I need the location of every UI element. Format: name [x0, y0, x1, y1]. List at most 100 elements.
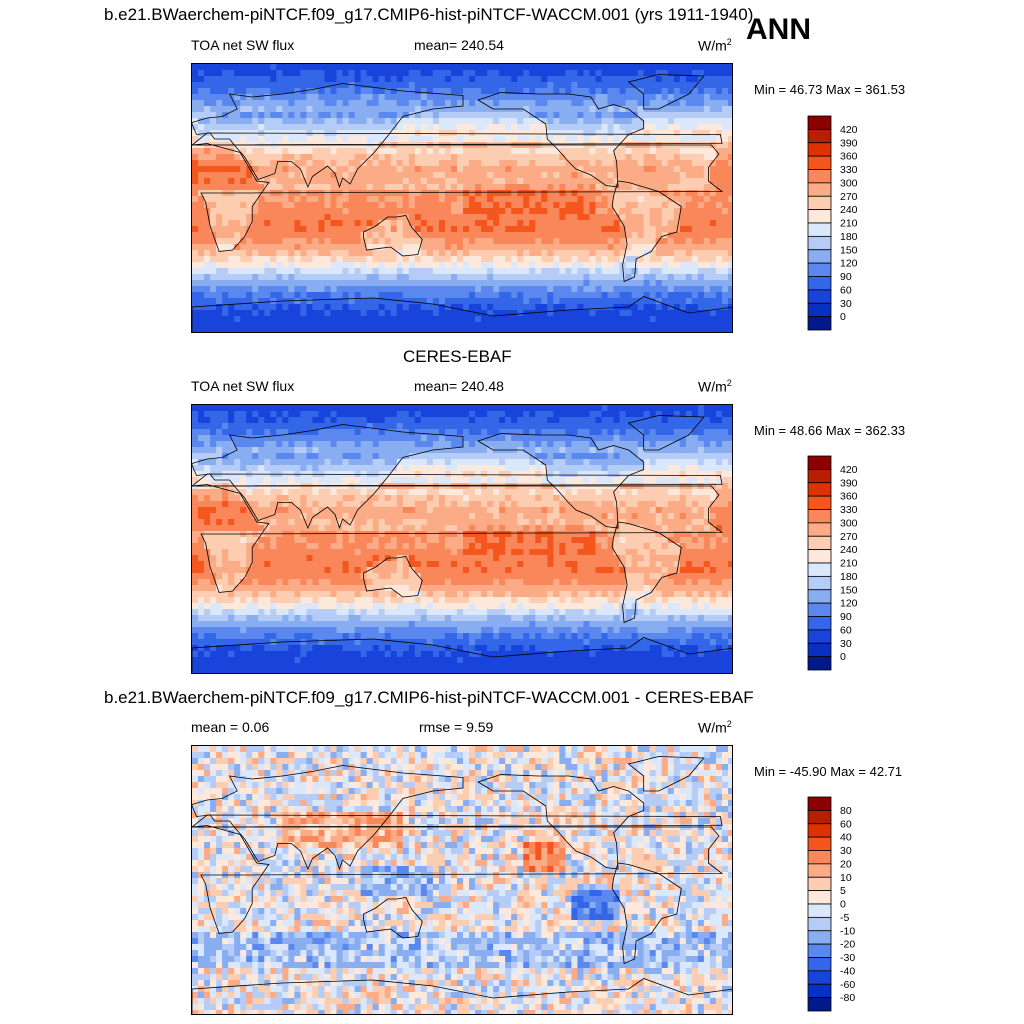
- map-grid-cell: [517, 136, 524, 143]
- map-grid-cell: [499, 226, 506, 233]
- map-grid-cell: [252, 124, 259, 131]
- colorbar-swatch: [807, 302, 832, 318]
- map-grid-cell: [559, 178, 566, 185]
- map-grid-cell: [613, 136, 620, 143]
- map-grid-cell: [444, 280, 452, 287]
- map-grid-cell: [607, 226, 614, 233]
- map-grid-cell: [438, 130, 446, 137]
- map-grid-cell: [252, 226, 259, 233]
- map-grid-cell: [475, 423, 482, 430]
- map-grid-cell: [685, 459, 693, 466]
- map-grid-cell: [312, 417, 319, 424]
- map-grid-cell: [270, 447, 277, 454]
- map-grid-cell: [493, 160, 500, 167]
- map-grid-cell: [360, 274, 368, 281]
- map-grid-cell: [264, 148, 271, 155]
- map-grid-cell: [330, 64, 337, 71]
- map-grid-cell: [571, 160, 578, 167]
- map-grid-cell: [372, 238, 380, 245]
- map-grid-cell: [288, 106, 295, 113]
- map-grid-cell: [276, 256, 283, 263]
- map-grid-cell: [727, 118, 732, 125]
- map-grid-cell: [210, 322, 217, 329]
- map-grid-cell: [354, 292, 362, 299]
- map-grid-cell: [366, 190, 374, 197]
- map-grid-cell: [541, 316, 548, 323]
- map-grid-cell: [535, 118, 542, 125]
- map-grid-cell: [667, 130, 675, 137]
- map-grid-cell: [264, 196, 271, 203]
- map-grid-cell: [204, 441, 211, 448]
- map-grid-cell: [210, 220, 217, 227]
- map-grid-cell: [426, 298, 434, 305]
- map-grid-cell: [228, 459, 235, 466]
- map-grid-cell: [318, 154, 325, 161]
- map-grid-cell: [619, 459, 626, 466]
- map-grid-cell: [312, 268, 319, 275]
- map-grid-cell: [384, 316, 392, 323]
- map-grid-cell: [246, 112, 253, 119]
- map-grid-cell: [625, 166, 633, 173]
- map-grid-cell: [270, 106, 277, 113]
- map-grid-cell: [571, 435, 578, 442]
- map-grid-cell: [312, 310, 319, 317]
- map-grid-cell: [721, 292, 729, 299]
- map-grid-cell: [414, 435, 422, 442]
- map-grid-cell: [511, 190, 518, 197]
- map-grid-cell: [252, 154, 259, 161]
- map-grid-cell: [619, 160, 626, 167]
- map-grid-cell: [456, 214, 464, 221]
- map-grid-cell: [607, 453, 614, 460]
- map-grid-cell: [216, 184, 223, 191]
- map-grid-cell: [288, 94, 295, 101]
- map-grid-cell: [360, 268, 368, 275]
- map-grid-cell: [426, 286, 434, 293]
- map-grid-cell: [264, 423, 271, 430]
- map-grid-cell: [396, 316, 404, 323]
- map-grid-cell: [691, 112, 699, 119]
- map-grid-cell: [481, 94, 488, 101]
- map-grid-cell: [438, 76, 446, 83]
- map-grid-cell: [511, 232, 518, 239]
- map-grid-cell: [721, 250, 729, 257]
- map-grid-cell: [529, 220, 536, 227]
- map-grid-cell: [703, 405, 711, 412]
- map-grid-cell: [727, 286, 732, 293]
- map-grid-cell: [511, 423, 518, 430]
- map-grid-cell: [288, 322, 295, 329]
- map-grid-cell: [529, 76, 536, 83]
- map-grid-cell: [402, 316, 410, 323]
- map-grid-cell: [210, 112, 217, 119]
- map-grid-cell: [246, 429, 253, 436]
- map-grid-cell: [258, 423, 265, 430]
- map-grid-cell: [667, 88, 675, 95]
- map-grid-cell: [619, 250, 626, 257]
- map-grid-cell: [589, 172, 596, 179]
- map-grid-cell: [324, 136, 331, 143]
- map-grid-cell: [372, 423, 380, 430]
- map-grid-cell: [300, 262, 307, 269]
- map-grid-cell: [438, 88, 446, 95]
- map-grid-cell: [288, 112, 295, 119]
- map-grid-cell: [589, 202, 596, 209]
- map-grid-cell: [336, 268, 343, 275]
- map-grid-cell: [727, 256, 732, 263]
- map-grid-cell: [709, 262, 717, 269]
- map-grid-cell: [192, 274, 199, 281]
- map-grid-cell: [384, 429, 392, 436]
- map-grid-cell: [258, 435, 265, 442]
- map-grid-cell: [318, 190, 325, 197]
- map-grid-cell: [336, 423, 343, 430]
- map-grid-cell: [414, 316, 422, 323]
- map-grid-cell: [348, 214, 355, 221]
- map-grid-cell: [372, 76, 380, 83]
- map-grid-cell: [661, 172, 669, 179]
- map-grid-cell: [270, 148, 277, 155]
- map-grid-cell: [330, 429, 337, 436]
- map-grid-cell: [607, 280, 614, 287]
- map-grid-cell: [661, 136, 669, 143]
- map-grid-cell: [384, 82, 392, 89]
- map-grid-cell: [607, 256, 614, 263]
- map-grid-cell: [535, 459, 542, 466]
- map-grid-cell: [715, 160, 723, 167]
